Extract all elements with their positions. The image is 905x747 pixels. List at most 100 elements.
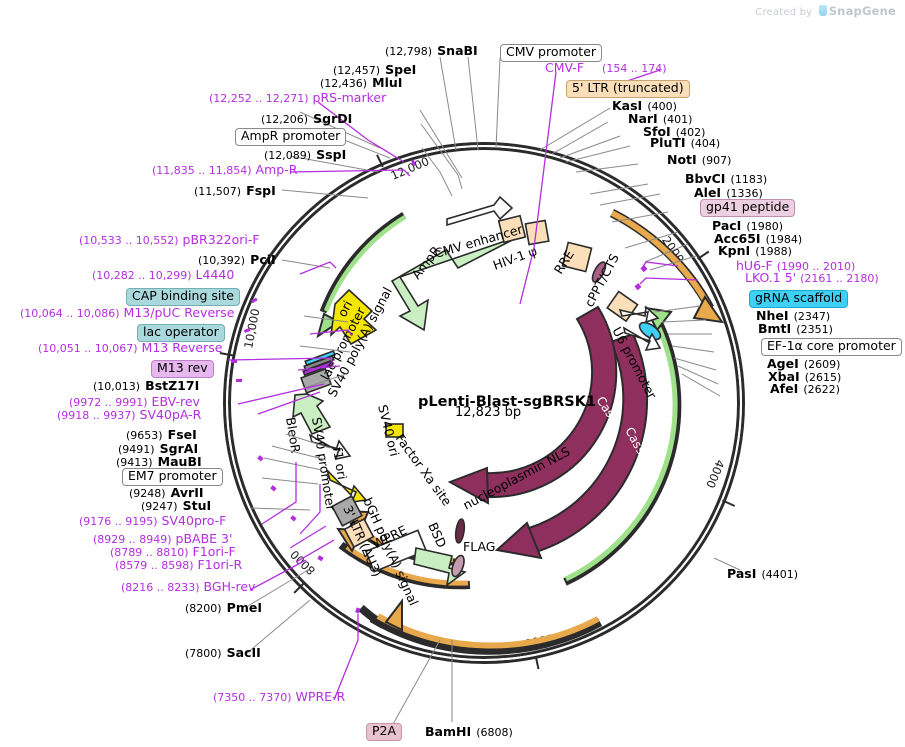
label-l4440[interactable]: (10,282 .. 10,299) L4440 [92,268,234,282]
label-em7-promoter[interactable]: EM7 promoter [122,467,223,486]
position-acc65i: (1984) [765,233,803,246]
label-amp-r[interactable]: (11,835 .. 11,854) Amp-R [152,163,297,177]
enzyme-noti: NotI [667,152,697,167]
label-mlui[interactable]: (12,436) MluI [320,74,402,90]
label-lac-operator[interactable]: lac operator [137,323,225,342]
position-sacii: (7800) [185,647,222,660]
label-sgrai[interactable]: (9491) SgrAI [118,440,198,456]
snapgene-watermark: Created by SnapGene [755,4,896,18]
enzyme-stui: StuI [182,498,212,513]
label-fsei[interactable]: (9653) FseI [126,426,197,442]
position-pasi: (4401) [761,568,799,581]
label-avrii[interactable]: (9248) AvrII [129,484,204,500]
label-pbr322ori-f[interactable]: (10,533 .. 10,552) pBR322ori-F [79,233,260,247]
cas9-arcs [447,305,649,560]
label-f1ori-f[interactable]: (8789 .. 8810) F1ori-F [110,545,236,559]
label-kasi[interactable]: KasI (400) [612,97,677,113]
enzyme-sfoi: SfoI [643,124,671,139]
position-prs-marker: (12,252 .. 12,271) [209,92,309,105]
label-alei[interactable]: AleI (1336) [694,184,763,200]
position-noti: (907) [701,154,732,167]
label-bstz17i[interactable]: (10,013) BstZ17I [93,377,199,393]
label-sfoi[interactable]: SfoI (402) [643,123,705,139]
label-stui[interactable]: (9247) StuI [141,497,211,513]
label-pcii[interactable]: (10,392) PciI [198,251,276,267]
label-noti[interactable]: NotI (907) [667,151,731,167]
label-bbvci[interactable]: BbvCI (1183) [685,170,767,186]
label-sacii[interactable]: (7800) SacII [185,644,261,660]
label-f1ori-r[interactable]: (8579 .. 8598) F1ori-R [115,558,242,572]
label-pluti[interactable]: PluTI (404) [650,134,720,150]
enzyme-maubi: MauBI [157,454,202,469]
label-xbai[interactable]: XbaI (2615) [768,368,841,384]
label-fspi[interactable]: (11,507) FspI [194,182,276,198]
label-m13-reverse[interactable]: (10,051 .. 10,067) M13 Reverse [38,341,222,355]
label-gp41-peptide[interactable]: gp41 peptide [700,198,796,217]
feature-5-ltr-truncated: 5' LTR (truncated) [566,80,690,98]
plasmid-name: pLenti-Blast-sgBRSK1 [418,394,597,410]
position-f1ori-r: (8579 .. 8598) [115,559,194,572]
label-p2a[interactable]: P2A [366,722,403,741]
feature-gp41-peptide: gp41 peptide [700,199,796,217]
enzyme-snabi: SnaBI [437,43,478,58]
label-sv40pa-r[interactable]: (9918 .. 9937) SV40pA-R [57,407,202,422]
enzyme-bmti: BmtI [758,321,792,336]
label-pasi[interactable]: PasI (4401) [727,565,798,581]
label-m13-puc-reverse[interactable]: (10,064 .. 10,086) M13/pUC Reverse [20,306,234,320]
primer-sv40pa-r: SV40pA-R [139,407,202,422]
label-sgrdi[interactable]: (12,206) SgrDI [261,110,352,126]
label-paci[interactable]: PacI (1980) [712,217,783,233]
label-nari[interactable]: NarI (401) [628,110,692,126]
label-prs-marker[interactable]: (12,252 .. 12,271) pRS-marker [209,91,386,105]
label-lko1-5[interactable]: LKO.1 5' (2161 .. 2180) [745,271,879,285]
label-grna-scaffold[interactable]: gRNA scaffold [749,289,849,308]
enzyme-pasi: PasI [727,566,757,581]
position-sfoi: (402) [675,126,706,139]
label-agei[interactable]: AgeI (2609) [767,355,840,371]
label-cmv-f[interactable]: CMV-F (154 .. 174) [545,61,667,75]
label-wpre-r[interactable]: (7350 .. 7370) WPRE-R [213,690,345,704]
label-pbabe-3[interactable]: (8929 .. 8949) pBABE 3' [93,532,232,546]
label-5-ltr-truncated[interactable]: 5' LTR (truncated) [566,79,690,98]
label-bgh-rev[interactable]: (8216 .. 8233) BGH-rev [121,580,255,594]
label-ef1a-core-promoter[interactable]: EF-1α core promoter [761,337,902,356]
label-afei[interactable]: AfeI (2622) [770,380,840,396]
feature-p2a: P2A [366,723,403,741]
label-ebv-rev[interactable]: (9972 .. 9991) EBV-rev [69,395,200,409]
label-cap-binding-site[interactable]: CAP binding site [126,287,240,306]
label-sspi[interactable]: (12,089) SspI [264,146,346,162]
snapgene-logo-icon [818,5,827,16]
label-bamhi[interactable]: BamHI (6808) [425,723,513,739]
label-kpni[interactable]: KpnI (1988) [718,242,792,258]
label-hu6-f[interactable]: hU6-F (1990 .. 2010) [736,259,855,273]
position-kasi: (400) [647,100,677,113]
enzyme-kasi: KasI [612,98,643,113]
label-bmti[interactable]: BmtI (2351) [758,320,833,336]
label-maubi[interactable]: (9413) MauBI [116,453,202,469]
label-cmv-promoter[interactable]: CMV promoter [500,43,603,62]
position-lko1-5: (2161 .. 2180) [800,272,879,285]
label-spei[interactable]: (12,457) SpeI [333,61,416,77]
position-xbai: (2615) [804,371,842,384]
plasmid-size: 12,823 bp [455,405,522,420]
position-bmti: (2351) [796,323,833,336]
feature-m13-rev: M13 rev [151,360,214,378]
label-pmei[interactable]: (8200) PmeI [185,599,262,615]
position-bbvci: (1183) [730,173,768,186]
label-nhei[interactable]: NheI (2347) [756,307,830,323]
label-acc65i[interactable]: Acc65I (1984) [714,230,802,246]
position-pbr322ori-f: (10,533 .. 10,552) [79,234,179,247]
position-agei: (2609) [803,358,841,371]
position-alei: (1336) [726,187,763,200]
svg-text:FLAG: FLAG [463,539,495,554]
feature-em7-promoter: EM7 promoter [122,468,223,486]
position-l4440: (10,282 .. 10,299) [92,269,192,282]
enzyme-sgrai: SgrAI [159,441,199,456]
label-ampr-promoter[interactable]: AmpR promoter [235,127,347,146]
label-snabi[interactable]: (12,798) SnaBI [385,42,478,58]
label-m13-rev[interactable]: M13 rev [151,359,214,378]
label-sv40pro-f[interactable]: (9176 .. 9195) SV40pro-F [79,514,226,528]
feature-ef1a-core-promoter: EF-1α core promoter [761,338,902,356]
enzyme-xbai: XbaI [768,369,800,384]
